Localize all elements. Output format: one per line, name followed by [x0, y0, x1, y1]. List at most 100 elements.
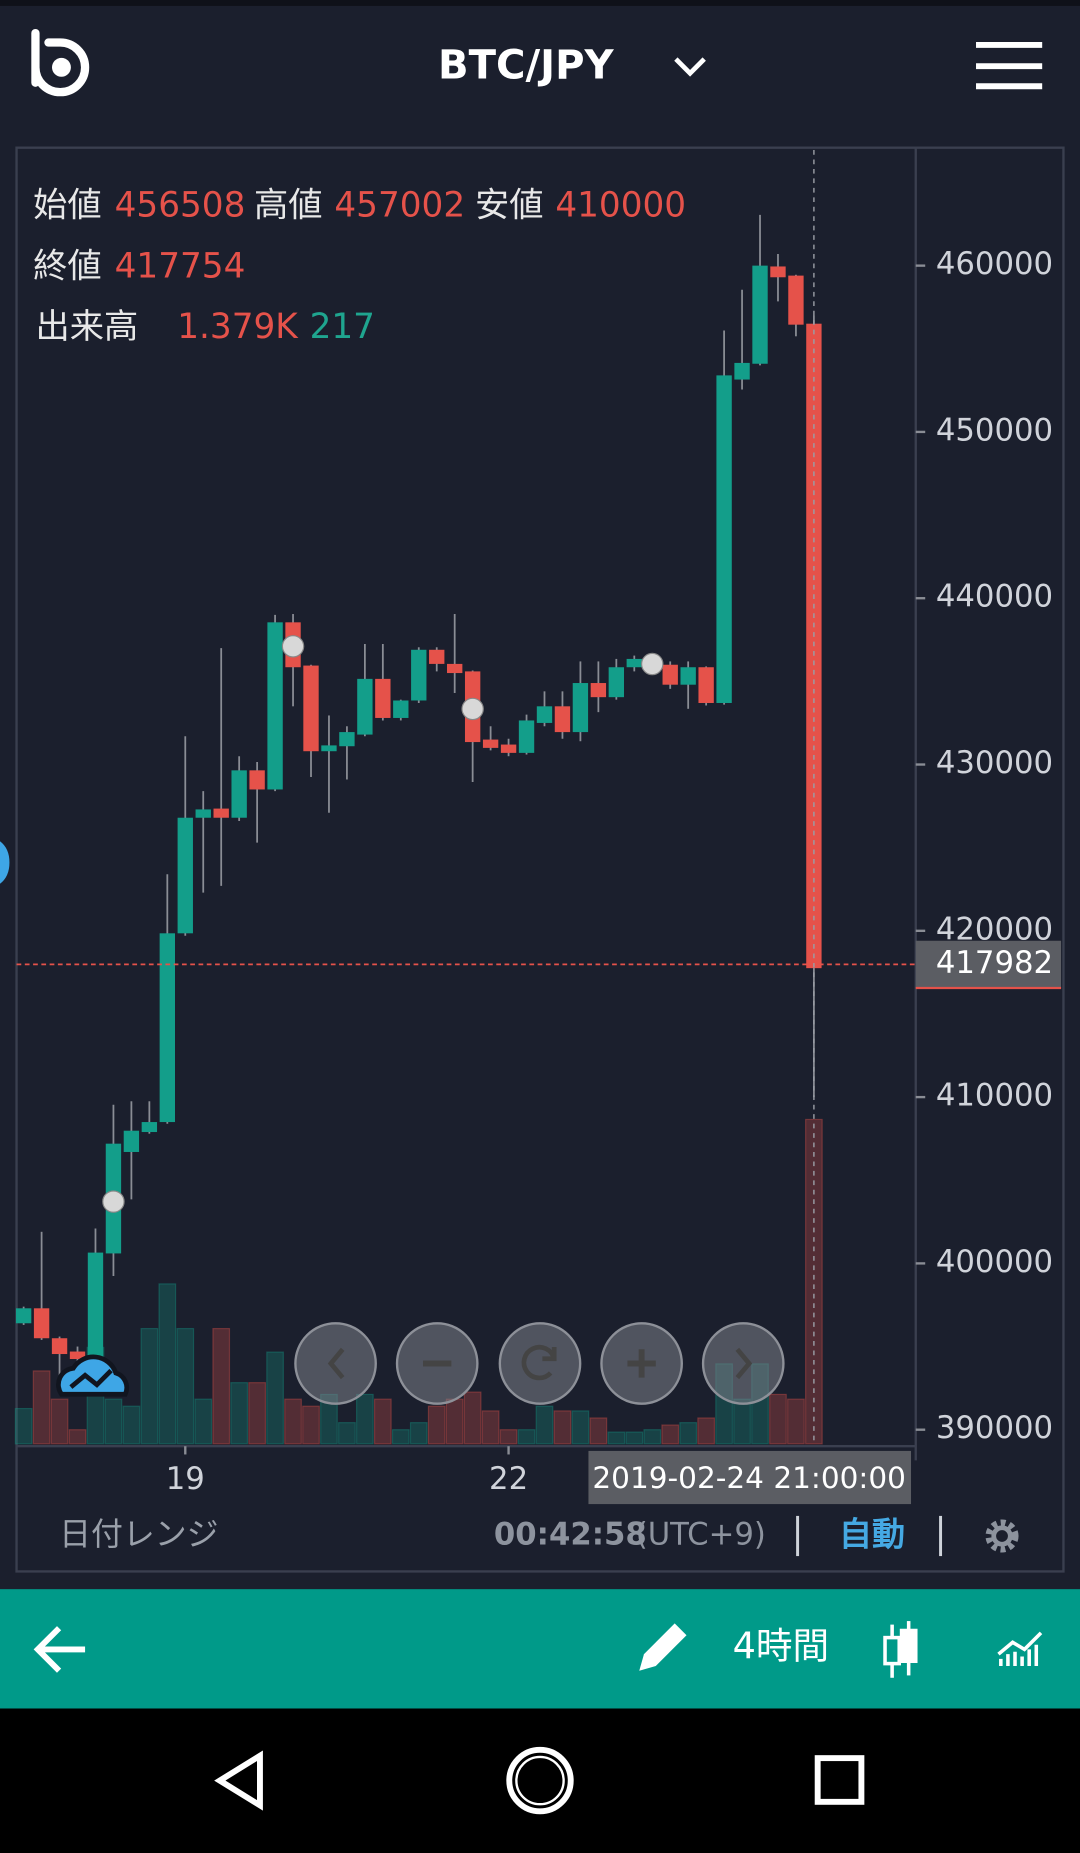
candle-body [375, 678, 391, 718]
volume-bar [338, 1422, 356, 1445]
candle-layer [15, 214, 822, 1384]
candle-body [267, 622, 283, 790]
candle-body [159, 933, 175, 1123]
candle-body [447, 663, 463, 674]
volume-bar [571, 1410, 590, 1445]
settings-button[interactable] [985, 1519, 1019, 1553]
nav-back[interactable] [214, 1750, 263, 1811]
y-tick-label: 430000 [936, 745, 1053, 781]
volume-bar [356, 1393, 374, 1445]
y-tick-label: 390000 [936, 1410, 1053, 1446]
volume-bar [535, 1405, 554, 1445]
candle-body [770, 266, 786, 278]
high-value: 457002 [334, 185, 465, 225]
volume-bar [517, 1429, 536, 1445]
volume-bar [122, 1405, 141, 1445]
zoom-out-button[interactable] [395, 1322, 479, 1405]
zoom-in-button[interactable] [600, 1322, 683, 1405]
volume-bar [212, 1327, 231, 1445]
candle-body [500, 744, 517, 753]
volume-bar [697, 1417, 715, 1445]
interval[interactable]: 4時間 [733, 1625, 830, 1668]
range-label[interactable]: 日付レンジ [59, 1515, 218, 1553]
volume-bar [607, 1431, 626, 1445]
open-label: 始値 [33, 185, 102, 225]
side-tab[interactable] [0, 841, 10, 884]
volume-bar [248, 1382, 266, 1445]
candle-body [393, 700, 409, 718]
zoom-controls [294, 1322, 785, 1405]
y-tick-label: 400000 [936, 1244, 1053, 1280]
volume-bar [661, 1424, 680, 1445]
high-label: 高値 [254, 185, 323, 225]
candle-body [69, 1351, 86, 1360]
nav-recents[interactable] [814, 1755, 865, 1805]
candle-body [680, 667, 696, 685]
chart-type-button[interactable] [883, 1621, 918, 1678]
scroll-left-button[interactable] [294, 1322, 377, 1405]
back-button[interactable] [33, 1626, 86, 1673]
volume-bar [302, 1405, 320, 1445]
timezone[interactable]: (UTC+9) [636, 1516, 766, 1552]
candle-body [752, 265, 768, 364]
toolbar [0, 1589, 1080, 1709]
candle-body [15, 1308, 32, 1324]
auto-scale[interactable]: 自動 [839, 1514, 905, 1553]
candle-body [734, 362, 750, 380]
volume-ma-value: 217 [310, 307, 375, 347]
volume-bar [391, 1429, 410, 1445]
crosshair-time-box [588, 1450, 912, 1505]
status-strip [0, 0, 1080, 6]
axes: 3900004000004100004200004300004400004500… [16, 150, 1062, 1505]
volume-bar [427, 1405, 446, 1445]
indicator-button[interactable] [997, 1631, 1043, 1666]
candle-body [249, 770, 265, 790]
current-price-label: 417982 [936, 945, 1053, 981]
candle-body [195, 809, 211, 818]
candle-body [141, 1122, 158, 1133]
close-label: 終値 [33, 247, 102, 287]
menu-button[interactable] [976, 41, 1043, 90]
event-markers[interactable] [102, 635, 664, 1213]
candle-body [231, 770, 247, 818]
candle-body [716, 375, 732, 703]
volume-bar [445, 1398, 464, 1445]
candle-body [698, 667, 714, 703]
draw-button[interactable] [639, 1623, 687, 1671]
volume-bar [679, 1422, 698, 1445]
volume-bar [50, 1398, 69, 1445]
candle-body [411, 649, 427, 701]
logo[interactable] [31, 28, 90, 97]
x-tick-label: 22 [489, 1461, 528, 1497]
candle-body [788, 275, 804, 325]
volume-bar [589, 1417, 608, 1445]
volume-bar [140, 1327, 159, 1445]
candle-body [123, 1130, 140, 1152]
candle-body [482, 739, 499, 748]
countdown: 00:42:58 [494, 1516, 647, 1552]
scroll-right-button[interactable] [701, 1322, 785, 1405]
volume-bar [643, 1429, 662, 1445]
cloud-icon[interactable] [56, 1354, 130, 1397]
volume-bar [230, 1382, 249, 1445]
nav-home[interactable] [506, 1746, 574, 1815]
reset-button[interactable] [498, 1322, 582, 1405]
candle-body [518, 720, 535, 753]
candle-body [33, 1308, 50, 1339]
pair-dropdown[interactable] [674, 57, 706, 77]
candle-body [87, 1252, 104, 1360]
volume-bar [787, 1398, 805, 1445]
volume-value: 1.379K [177, 307, 299, 347]
volume-bar [409, 1422, 428, 1445]
candle-body [590, 683, 607, 698]
pair-title[interactable]: BTC/JPY [438, 42, 615, 88]
candle-body [662, 664, 678, 685]
candle-body [429, 649, 445, 664]
volume-bar [68, 1429, 87, 1445]
volume-bar [499, 1429, 518, 1445]
candle-body [303, 665, 319, 752]
open-value: 456508 [115, 185, 246, 225]
volume-bar [104, 1398, 123, 1445]
y-tick-label: 460000 [936, 246, 1053, 282]
